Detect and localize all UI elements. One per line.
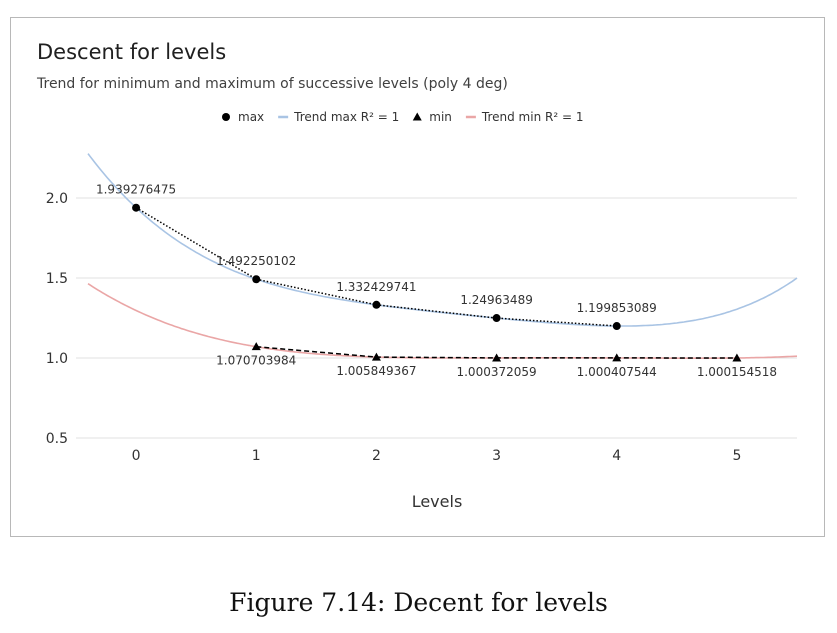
x-tick-label: 0 xyxy=(132,448,141,464)
data-markers xyxy=(132,203,742,362)
marker-min xyxy=(612,353,622,362)
legend-label: min xyxy=(429,110,452,124)
chart-title: Descent for levels xyxy=(37,40,227,64)
trendline-max xyxy=(87,153,798,327)
figure-caption: Figure 7.14: Decent for levels xyxy=(229,588,608,617)
x-tick-labels: 0 1 2 3 4 5 xyxy=(132,448,742,464)
x-tick-label: 4 xyxy=(612,448,621,464)
chart-subtitle: Trend for minimum and maximum of success… xyxy=(37,76,508,92)
data-label-min: 1.000154518 xyxy=(697,365,777,379)
series-lines xyxy=(135,207,737,359)
data-label-max: 1.939276475 xyxy=(96,183,176,197)
y-tick-label: 1.5 xyxy=(46,271,68,287)
x-tick-label: 2 xyxy=(372,448,381,464)
data-label-max: 1.199853089 xyxy=(577,301,657,315)
marker-max xyxy=(612,322,621,331)
x-axis-title: Levels xyxy=(412,492,463,511)
data-label-min: 1.070703984 xyxy=(216,354,296,368)
y-tick-label: 1.0 xyxy=(46,351,68,367)
x-tick-label: 5 xyxy=(732,448,741,464)
grid-lines xyxy=(76,197,797,439)
x-tick-label: 1 xyxy=(252,448,261,464)
x-tick-label: 3 xyxy=(492,448,501,464)
marker-max xyxy=(372,300,381,309)
marker-min xyxy=(732,353,742,362)
data-label-min: 1.000407544 xyxy=(577,365,657,379)
marker-max xyxy=(252,275,261,284)
y-tick-labels: 0.5 1.0 1.5 2.0 xyxy=(46,191,68,447)
legend-label: Trend min R² = 1 xyxy=(481,110,584,124)
chart-frame xyxy=(10,17,825,537)
data-labels: 1.939276475 1.492250102 1.332429741 1.24963… xyxy=(96,183,777,379)
y-tick-label: 0.5 xyxy=(46,431,68,447)
legend: max Trend max R² = 1 min Trend min R² = 1 xyxy=(222,110,583,124)
marker-min xyxy=(371,352,381,361)
data-label-min: 1.000372059 xyxy=(456,365,536,379)
data-label-max: 1.492250102 xyxy=(216,254,296,268)
data-label-min: 1.005849367 xyxy=(336,364,416,378)
legend-marker-circle xyxy=(222,113,230,121)
y-tick-label: 2.0 xyxy=(46,191,68,207)
legend-marker-triangle xyxy=(412,112,422,121)
marker-max xyxy=(132,203,141,212)
trendlines xyxy=(87,153,798,360)
data-label-max: 1.24963489 xyxy=(460,293,533,307)
data-label-max: 1.332429741 xyxy=(336,280,416,294)
marker-max xyxy=(492,314,501,323)
legend-label: max xyxy=(238,110,264,124)
marker-min xyxy=(251,342,261,351)
legend-label: Trend max R² = 1 xyxy=(293,110,399,124)
marker-min xyxy=(492,353,502,362)
